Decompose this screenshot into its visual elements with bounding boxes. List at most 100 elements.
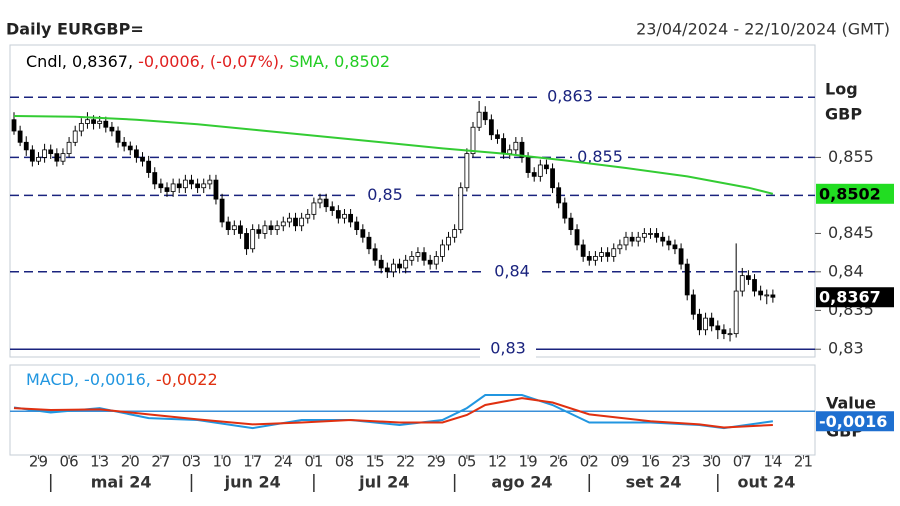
candle-body [378, 259, 384, 269]
candle-body [97, 120, 103, 124]
legend-item: (-0,07%), [210, 52, 284, 71]
candle-body [470, 126, 476, 155]
candle-body [11, 119, 17, 132]
month-label: jun 24 [224, 473, 281, 492]
candle-body [544, 164, 549, 170]
candle-body [299, 217, 305, 227]
candle-body [152, 172, 158, 185]
x-tick-label: 26 [549, 453, 568, 471]
candle-body [366, 236, 372, 250]
x-tick-label: 01 [304, 453, 323, 471]
candle-body [189, 179, 194, 185]
candle-body [427, 259, 433, 265]
candle-body [507, 149, 513, 155]
candle-body [317, 198, 323, 204]
x-tick-label: 17 [243, 453, 262, 471]
candle-body [746, 275, 751, 280]
x-tick-label: 16 [641, 453, 660, 471]
candle-body [384, 267, 390, 273]
candle-body [703, 317, 708, 331]
candle-body [495, 134, 500, 139]
candle-body [140, 157, 145, 162]
y-axis-label: Value [826, 394, 876, 413]
candle-body [42, 149, 47, 158]
candle-body [409, 256, 415, 261]
candle-body [439, 244, 445, 257]
candle-body [335, 210, 341, 219]
candle-body [360, 229, 366, 238]
candle-body [537, 164, 543, 177]
series-line [13, 397, 773, 429]
candle-body [690, 294, 696, 315]
candle-body [605, 252, 611, 257]
legend-item: SMA, [289, 52, 329, 71]
candle-body [225, 221, 231, 231]
level-label: 0,83 [490, 339, 526, 358]
plot: Cndl, 0,8367, -0,0006, (-0,07%), SMA, 0,8502M… [10, 52, 894, 492]
level-label-bg [484, 261, 540, 282]
x-tick-label: 02 [580, 453, 599, 471]
candle-body [709, 317, 715, 327]
candle-body [48, 149, 54, 155]
candle-body [329, 206, 335, 211]
candle-body [207, 179, 213, 185]
candle-body [238, 225, 243, 234]
candle-body [593, 256, 598, 261]
candle-body [17, 130, 23, 143]
y-axis-label: Log [825, 80, 858, 99]
candle-body [146, 160, 152, 173]
candle-body [244, 233, 249, 250]
x-tick-label: 05 [457, 453, 476, 471]
x-tick-label: 09 [610, 453, 629, 471]
candle-body [66, 141, 72, 155]
x-tick-label: 10 [213, 453, 232, 471]
candle-body [641, 233, 647, 238]
candle-body [727, 333, 733, 336]
candle-body [311, 202, 317, 215]
candle-body [397, 263, 402, 269]
candle-body [733, 290, 739, 335]
candle-body [391, 263, 396, 273]
candle-body [531, 172, 537, 177]
price-badge [816, 183, 894, 204]
candle-body [133, 149, 139, 158]
candle-body [213, 179, 219, 200]
legend-item: 0,8367, [72, 52, 133, 71]
x-tick-label: 08 [335, 453, 354, 471]
y-tick-label: 0,84 [828, 261, 864, 280]
candle-body [574, 229, 580, 246]
candle-body [770, 294, 776, 298]
candle-body [476, 111, 482, 128]
candle-body [158, 183, 164, 189]
x-tick-label: 15 [366, 453, 385, 471]
legend-item: -0,0022 [156, 370, 218, 389]
candle-body [660, 236, 666, 242]
month-label: ago 24 [491, 473, 552, 492]
level-label-bg [542, 87, 598, 108]
x-tick-label: 12 [488, 453, 507, 471]
x-tick-label: 23 [672, 453, 691, 471]
candle-body [452, 229, 458, 238]
legend: Cndl, 0,8367, -0,0006, (-0,07%), SMA, 0,8502 [26, 52, 390, 71]
candle-body [293, 217, 298, 227]
x-tick-label: 29 [29, 453, 48, 471]
x-tick-label: 19 [519, 453, 538, 471]
candle-body [250, 229, 256, 250]
x-tick-label: 13 [90, 453, 109, 471]
price-badge [816, 411, 894, 432]
x-tick-label: 29 [427, 453, 446, 471]
candle-body [562, 202, 568, 219]
candle-body [568, 217, 574, 231]
x-tick-label: 06 [60, 453, 79, 471]
x-tick-label: 30 [702, 453, 721, 471]
candle-body [286, 217, 292, 223]
candle-body [91, 119, 96, 124]
candle-body [262, 225, 268, 234]
candle-body [170, 183, 176, 192]
x-tick-label: 27 [151, 453, 170, 471]
candle-body [182, 179, 188, 189]
candle-body [599, 252, 604, 257]
candle-body [280, 221, 286, 227]
candle-body [78, 123, 84, 132]
candle-body [176, 183, 182, 189]
